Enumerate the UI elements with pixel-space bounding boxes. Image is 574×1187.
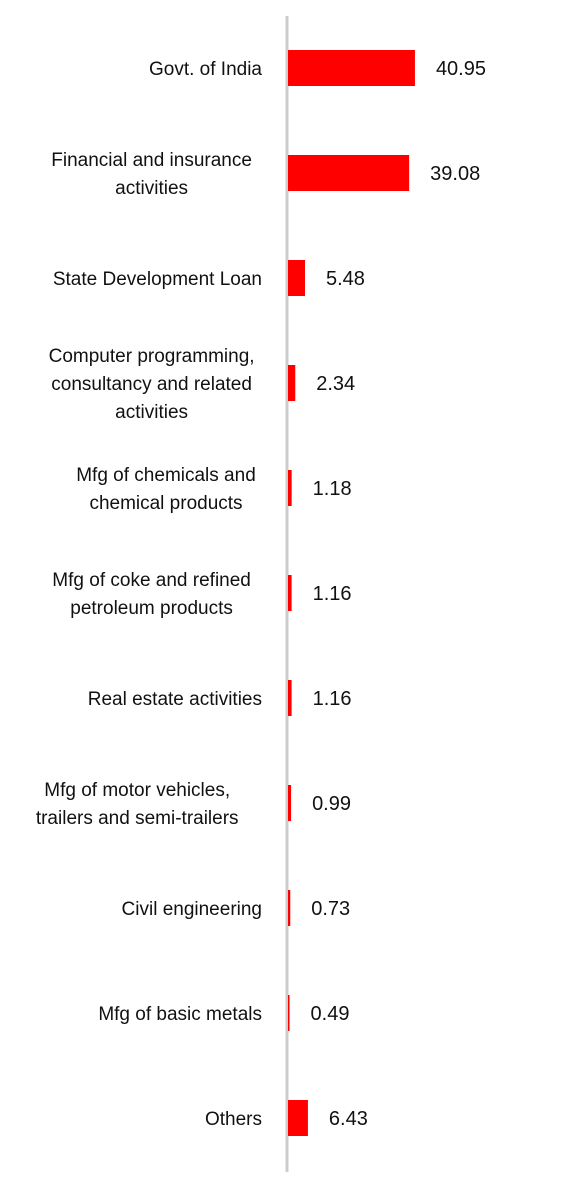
category-label-5: Mfg of chemicals and chemical products <box>76 465 256 514</box>
value-label-8: 0.99 <box>312 793 351 815</box>
bar-6 <box>288 575 292 611</box>
category-label-line: Computer programming, <box>49 346 255 367</box>
category-label-line: chemical products <box>89 493 242 514</box>
bar-8 <box>288 785 292 821</box>
bar-2 <box>288 155 410 191</box>
bar-4 <box>288 365 296 401</box>
category-label-4: Computer programming, consultancy and rel… <box>49 346 255 423</box>
bar-11 <box>288 1100 308 1136</box>
bar-9 <box>288 890 291 926</box>
category-label-line: Mfg of coke and refined <box>52 570 251 591</box>
category-label-line: Mfg of chemicals and <box>76 465 256 486</box>
category-label-line: Real estate activities <box>88 689 262 710</box>
value-label-4: 2.34 <box>316 373 355 395</box>
bar-5 <box>288 470 292 506</box>
value-label-1: 40.95 <box>436 58 486 80</box>
category-label-8: Mfg of motor vehicles, trailers and semi-… <box>36 780 239 829</box>
category-label-6: Mfg of coke and refined petroleum product… <box>52 570 251 619</box>
value-label-group: 40.95 39.08 5.48 2.34 1.18 1.16 1.16 0.99 0.73 0.… <box>311 58 486 1130</box>
value-label-3: 5.48 <box>326 268 365 290</box>
value-label-5: 1.18 <box>313 478 352 500</box>
category-label-line: Mfg of motor vehicles, <box>44 780 230 801</box>
category-label-line: Civil engineering <box>122 899 262 920</box>
category-label-2: Financial and insurance activities <box>51 150 252 199</box>
category-label-7: Real estate activities <box>88 689 262 710</box>
category-label-line: Others <box>205 1109 262 1130</box>
category-label-1: Govt. of India <box>149 59 262 80</box>
value-label-9: 0.73 <box>311 898 350 920</box>
category-label-10: Mfg of basic metals <box>98 1004 262 1025</box>
bar-10 <box>288 995 290 1031</box>
value-label-10: 0.49 <box>311 1003 350 1025</box>
category-label-line: petroleum products <box>70 598 233 619</box>
category-label-9: Civil engineering <box>122 899 262 920</box>
category-label-3: State Development Loan <box>53 269 262 290</box>
category-label-line: activities <box>115 402 188 423</box>
value-label-6: 1.16 <box>313 583 352 605</box>
category-label-line: activities <box>115 178 188 199</box>
category-label-line: Govt. of India <box>149 59 262 80</box>
bar-1 <box>288 50 415 86</box>
bar-7 <box>288 680 292 716</box>
bar-group <box>288 50 415 1136</box>
category-label-line: trailers and semi-trailers <box>36 808 239 829</box>
category-label-line: Financial and insurance <box>51 150 252 171</box>
value-label-7: 1.16 <box>313 688 352 710</box>
category-label-line: State Development Loan <box>53 269 262 290</box>
category-label-line: consultancy and related <box>51 374 252 395</box>
category-label-line: Mfg of basic metals <box>98 1004 262 1025</box>
bar-3 <box>288 260 305 296</box>
category-label-group: Govt. of India Financial and insurance act… <box>36 59 263 1130</box>
value-label-2: 39.08 <box>430 163 480 185</box>
category-label-11: Others <box>205 1109 262 1130</box>
value-label-11: 6.43 <box>329 1108 368 1130</box>
